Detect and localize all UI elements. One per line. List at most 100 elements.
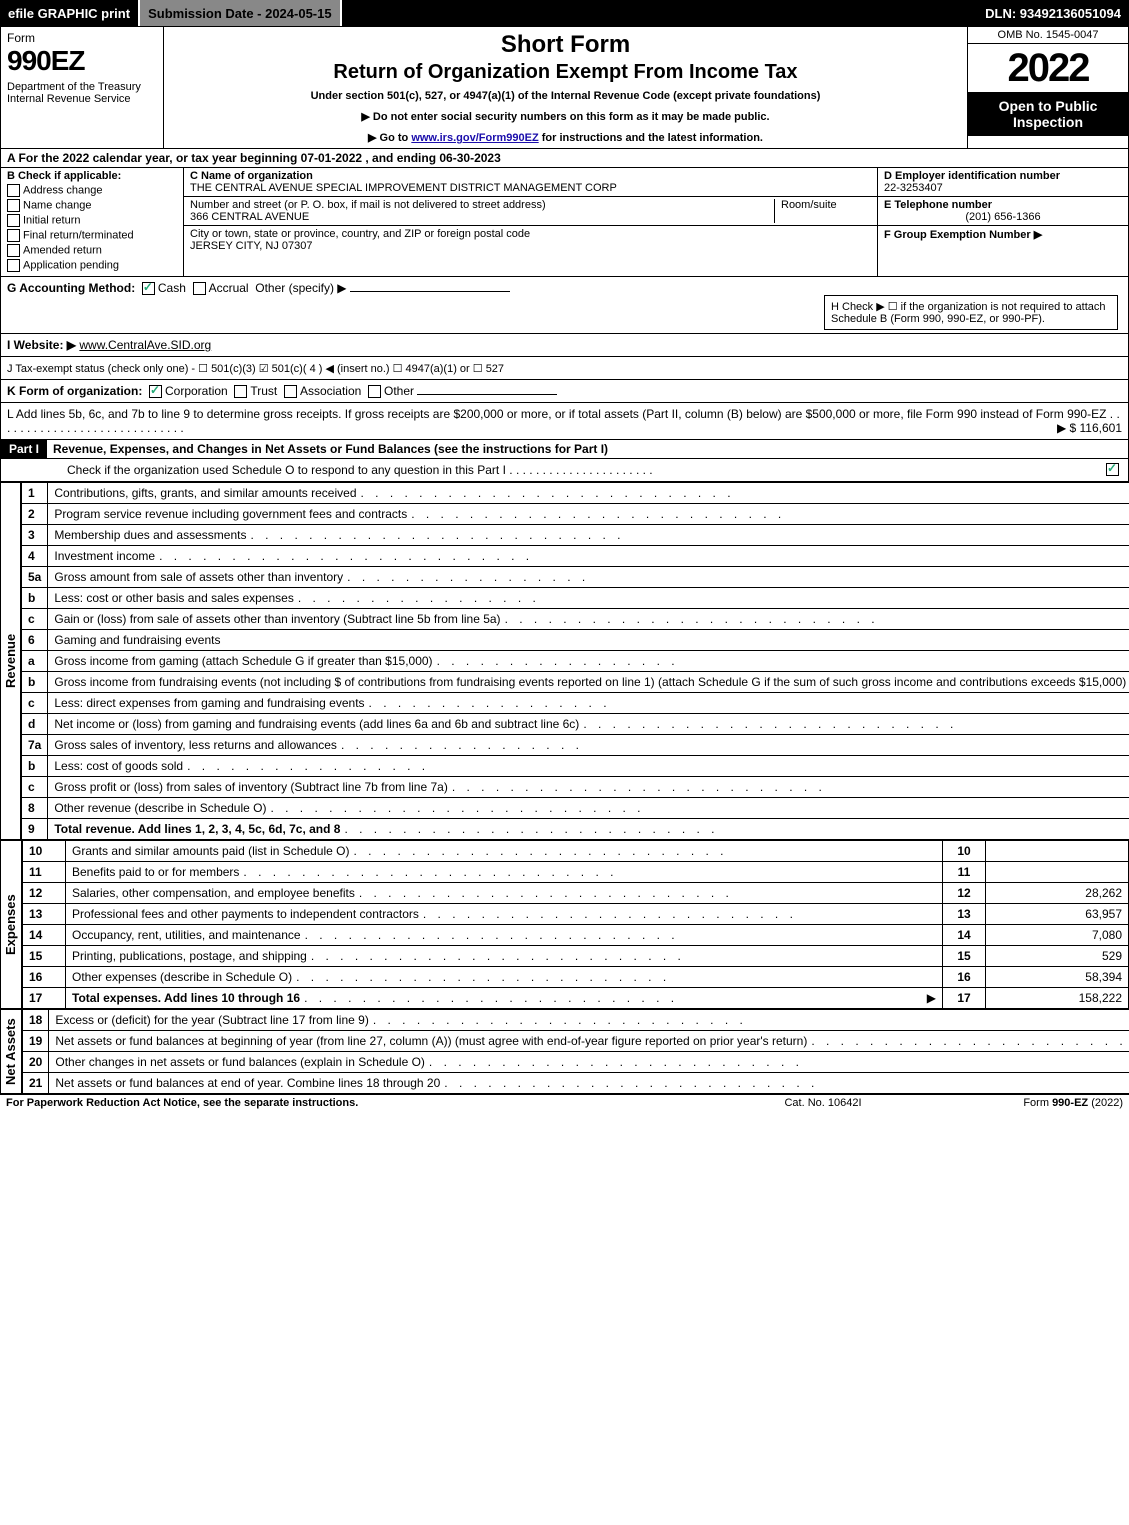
line-row: 21Net assets or fund balances at end of … [23,1073,1129,1094]
line-row: 7aGross sales of inventory, less returns… [22,735,1129,756]
line-label: Investment income. . . . . . . . . . . .… [48,546,1129,567]
top-bar: efile GRAPHIC print Submission Date - 20… [0,0,1129,26]
phone-value: (201) 656-1366 [884,211,1122,223]
group-exemption-label: F Group Exemption Number ▶ [884,229,1042,241]
omb-number: OMB No. 1545-0047 [968,27,1128,44]
netassets-vlabel: Net Assets [0,1009,22,1094]
amount: 28,262 [986,883,1129,904]
opt-other: Other (specify) ▶ [255,281,346,295]
opt-cash: Cash [158,281,186,295]
opt-other-k: Other [384,384,414,398]
chk-amended-return[interactable]: Amended return [7,244,177,257]
line-number: b [22,756,48,777]
revenue-table: 1Contributions, gifts, grants, and simil… [21,482,1129,840]
line-number: c [22,693,48,714]
line-j: J Tax-exempt status (check only one) - ☐… [0,357,1129,380]
line-number: b [22,588,48,609]
line-number: 18 [23,1010,49,1031]
line-number: 7a [22,735,48,756]
amount: 58,394 [986,967,1129,988]
part-i-header: Part I Revenue, Expenses, and Changes in… [0,440,1129,459]
phone-label: E Telephone number [884,199,992,211]
line-number: 8 [22,798,48,819]
part-i-title: Revenue, Expenses, and Changes in Net As… [47,440,1128,458]
line-row: 18Excess or (deficit) for the year (Subt… [23,1010,1129,1031]
line-number: 21 [23,1073,49,1094]
form-header: Form 990EZ Department of the Treasury In… [0,26,1129,149]
chk-final-return[interactable]: Final return/terminated [7,229,177,242]
line-number: 19 [23,1031,49,1052]
irs-link[interactable]: www.irs.gov/Form990EZ [411,132,538,144]
line-label: Gain or (loss) from sale of assets other… [48,609,1129,630]
line-label: Gross amount from sale of assets other t… [48,567,1129,588]
chk-application-pending[interactable]: Application pending [7,259,177,272]
chk-cash[interactable] [142,282,155,295]
line-row: bLess: cost of goods sold. . . . . . . .… [22,756,1129,777]
line-label: Occupancy, rent, utilities, and maintena… [66,925,943,946]
submission-date: Submission Date - 2024-05-15 [140,0,342,26]
arrow-icon: ▶ [927,991,936,1005]
chk-initial-return[interactable]: Initial return [7,214,177,227]
department-label: Department of the Treasury Internal Reve… [7,81,157,105]
line-label: Less: cost of goods sold. . . . . . . . … [48,756,1129,777]
city-row: City or town, state or province, country… [184,226,877,254]
line-number: 20 [23,1052,49,1073]
footer-formref: Form 990-EZ (2022) [923,1097,1123,1109]
city-label: City or town, state or province, country… [190,228,871,240]
line-row: bGross income from fundraising events (n… [22,672,1129,693]
opt-accrual: Accrual [209,281,249,295]
subtitle-code: Under section 501(c), 527, or 4947(a)(1)… [172,90,959,102]
website-value: www.CentralAve.SID.org [79,338,211,352]
line-number: 3 [22,525,48,546]
line-number: 5a [22,567,48,588]
line-row: 12Salaries, other compensation, and empl… [23,883,1129,904]
line-number: 12 [23,883,66,904]
chk-address-change[interactable]: Address change [7,184,177,197]
chk-label: Amended return [23,244,102,256]
line-row: aGross income from gaming (attach Schedu… [22,651,1129,672]
line-label: Other expenses (describe in Schedule O).… [66,967,943,988]
chk-accrual[interactable] [193,282,206,295]
amount: 63,957 [986,904,1129,925]
dln-label: DLN: 93492136051094 [977,0,1129,26]
chk-corporation[interactable] [149,385,162,398]
other-specify-blank[interactable] [350,291,510,292]
header-right: OMB No. 1545-0047 2022 Open to Public In… [967,27,1128,148]
line-ref: 17 [943,988,986,1009]
line-row: 10Grants and similar amounts paid (list … [23,841,1129,862]
other-k-blank[interactable] [417,394,557,395]
line-label: Gaming and fundraising events [48,630,1129,651]
line-label: Other changes in net assets or fund bala… [49,1052,1129,1073]
line-label: Program service revenue including govern… [48,504,1129,525]
line-row: 2Program service revenue including gover… [22,504,1129,525]
line-number: 13 [23,904,66,925]
line-number: 17 [23,988,66,1009]
revenue-vlabel: Revenue [0,482,21,840]
line-g-h: G Accounting Method: Cash Accrual Other … [0,277,1129,334]
line-label: Gross profit or (loss) from sales of inv… [48,777,1129,798]
line-label: Membership dues and assessments. . . . .… [48,525,1129,546]
line-row: cGross profit or (loss) from sales of in… [22,777,1129,798]
revenue-section: Revenue 1Contributions, gifts, grants, a… [0,482,1129,840]
line-number: d [22,714,48,735]
line-label: Grants and similar amounts paid (list in… [66,841,943,862]
title-short-form: Short Form [172,31,959,59]
line-number: c [22,777,48,798]
chk-other[interactable] [368,385,381,398]
line-row: 13Professional fees and other payments t… [23,904,1129,925]
amount: 529 [986,946,1129,967]
efile-label: efile GRAPHIC print [0,0,140,26]
chk-label: Application pending [23,259,119,271]
chk-association[interactable] [284,385,297,398]
street-label: Number and street (or P. O. box, if mail… [190,199,774,211]
ein-label: D Employer identification number [884,170,1060,182]
box-d: D Employer identification number 22-3253… [878,168,1128,197]
street-value: 366 CENTRAL AVENUE [190,211,774,223]
opt-corp: Corporation [165,384,228,398]
line-number: 2 [22,504,48,525]
chk-name-change[interactable]: Name change [7,199,177,212]
amount [986,841,1129,862]
chk-schedule-o[interactable] [1106,463,1119,476]
website-label: I Website: ▶ [7,338,76,352]
chk-trust[interactable] [234,385,247,398]
